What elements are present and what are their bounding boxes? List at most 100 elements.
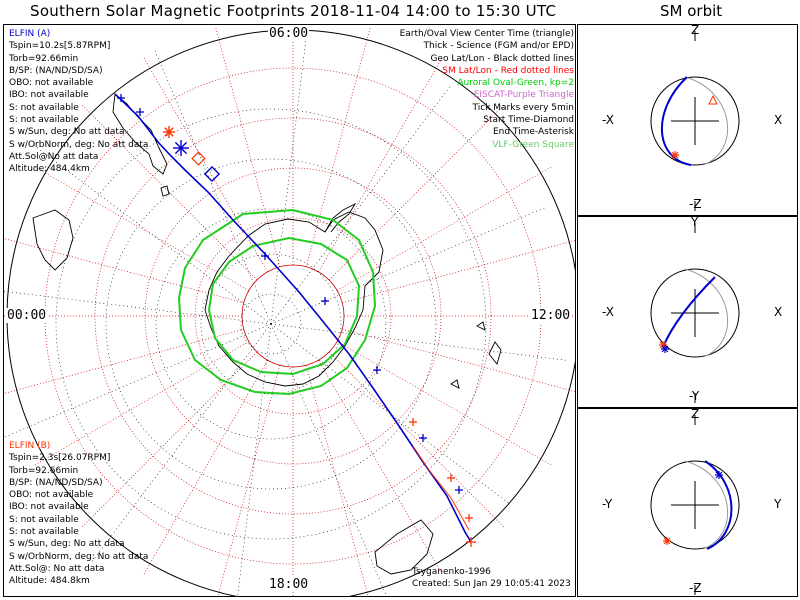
sm-lon-line [318, 359, 444, 576]
orbit-end-asterisk-a [715, 471, 723, 479]
craft-info-line: OBO: not available [9, 78, 94, 89]
legend-entry: EISCAT-Purple Triangle [473, 90, 574, 101]
orbit-axis-label-right: X [774, 113, 783, 127]
sm-lon-line [318, 56, 444, 273]
craft-info-line: OBO: not available [9, 490, 94, 501]
craft-info-line: Torb=92.66min [9, 53, 79, 64]
orbit-axis-label-top: Z [691, 407, 700, 421]
sm-lon-line [33, 341, 250, 467]
sm-lon-line [4, 238, 244, 304]
clock-label-right: 12:00 [530, 308, 572, 323]
sm-lon-line [80, 351, 258, 529]
craft-info-line: B/SP: (NA/ND/SD/SA) [9, 65, 103, 76]
orbit-panel-title: SM orbit [660, 2, 723, 20]
tick-mark-elfin-a [419, 434, 427, 442]
end-marker-elfin-b [466, 537, 476, 547]
craft-info-line: Att.Sol@: No att data [9, 563, 105, 574]
sm-lon-line [342, 240, 575, 304]
orbit-path-b [684, 460, 728, 550]
footprint-map [4, 25, 575, 596]
orbit-end-asterisk [671, 151, 679, 159]
craft-info-line: S: not available [9, 102, 79, 113]
orbit-axis-label-left: -X [602, 305, 614, 319]
orbit-axis-label-right: X [774, 305, 783, 319]
craft-info-line: Altitude: 484.4km [9, 164, 90, 175]
orbit-path-a [661, 76, 692, 166]
craft-b-name: ELFIN (B) [9, 441, 51, 451]
island-coast [160, 185, 170, 197]
legend-entry: Thick - Science (FGM and/or EPD) [423, 41, 574, 52]
craft-info-line: S: not available [9, 514, 79, 525]
legend-entry: Earth/Oval View Center Time (triangle) [399, 29, 574, 39]
craft-a-name: ELFIN (A) [9, 29, 51, 39]
sm-lon-line [336, 341, 553, 467]
geo-grid [4, 26, 569, 596]
end-asterisk-elfin-b [163, 126, 175, 138]
antarctica-coast [204, 211, 384, 387]
sm-lon-line [305, 365, 369, 596]
orbit-axis-label-left: -Y [602, 497, 613, 511]
tick-mark-elfin-b [409, 418, 417, 426]
island-coast [476, 321, 486, 331]
geo-lat-circle [105, 158, 437, 490]
plot-title: Southern Solar Magnetic Footprints 2018-… [30, 2, 557, 20]
craft-info-line: S: not available [9, 115, 79, 126]
craft-info-line: B/SP: (NA/ND/SD/SA) [9, 477, 103, 488]
orbit-plot-yz [650, 415, 740, 595]
orbit-axis-label-bottom: -Z [689, 581, 702, 595]
tick-mark-elfin-b [447, 474, 455, 482]
orbit-end-asterisk [663, 537, 671, 545]
orbit-axis-label-top: Y [691, 215, 699, 229]
legend: Earth/Oval View Center Time (triangle) Th… [400, 28, 574, 151]
created-timestamp: Created: Sun Jan 29 10:05:41 2023 [412, 579, 571, 589]
sm-lon-line [142, 359, 268, 576]
sm-lon-line [33, 165, 250, 291]
legend-entry: Start Time-Diamond [483, 115, 574, 126]
footprint-tracks [114, 93, 476, 547]
orbit-path-b [684, 268, 728, 358]
earth-circle [650, 460, 740, 550]
craft-info-line: S w/Sun, deg: No att data [9, 127, 125, 138]
orbit-panel-xy: Y -Y -X X [577, 215, 798, 408]
sm-lon-line [215, 26, 281, 267]
legend-entry: End Time-Asterisk [492, 127, 574, 138]
model-credit: Tsyganenko-1996 [412, 567, 491, 577]
start-diamond-elfin-a [203, 165, 221, 183]
earth-circle [650, 76, 740, 166]
tick-mark-elfin-a [455, 486, 463, 494]
craft-info-line: IBO: not available [9, 502, 89, 513]
earth-circle [650, 268, 740, 358]
legend-entry: SM Lat/Lon - Red dotted lines [442, 65, 574, 76]
orbit-view-triangle [708, 94, 718, 105]
geo-lat-circle [55, 108, 487, 540]
sm-lon-line [328, 103, 506, 281]
craft-info-line: Tspin=10.2s[5.87RPM] [9, 41, 111, 52]
craft-info-line: S w/Sun, deg: No att data [9, 539, 125, 550]
africa-coast [32, 209, 74, 271]
auroral-oval-outer [177, 208, 377, 396]
auroral-oval [177, 208, 377, 396]
craft-info-line: S w/OrbNorm, deg: No att data [9, 551, 149, 562]
legend-entry: Auroral Oval-Green, kp=2 [457, 78, 574, 89]
orbit-axis-label-top: Z [691, 23, 700, 37]
sm-lon-line [342, 328, 575, 392]
sm-grid [4, 25, 575, 596]
orbit-path-a [662, 276, 716, 348]
tick-mark-elfin-a [373, 366, 381, 374]
craft-info-line: IBO: not available [9, 90, 89, 101]
tick-mark-elfin-a [117, 94, 125, 102]
orbit-axis-label-bottom: -Y [689, 389, 700, 403]
clock-label-bottom: 18:00 [268, 577, 310, 592]
geo-lon-line [237, 323, 272, 596]
geo-lon-line [270, 26, 308, 325]
new-zealand-coast [488, 341, 502, 365]
sm-lon-line [305, 26, 371, 267]
craft-info-line: Att.Sol@No att data [9, 151, 99, 162]
island-coast [450, 379, 460, 389]
clock-label-left: 00:00 [6, 308, 48, 323]
craft-info-line: Tspin=2.3s[26.07RPM] [9, 453, 111, 464]
legend-entry: Tick Marks every 5min [472, 102, 574, 113]
clock-label-top: 06:00 [268, 26, 310, 41]
orbit-plot-xz [650, 31, 740, 211]
orbit-end-asterisk-a [661, 345, 669, 353]
